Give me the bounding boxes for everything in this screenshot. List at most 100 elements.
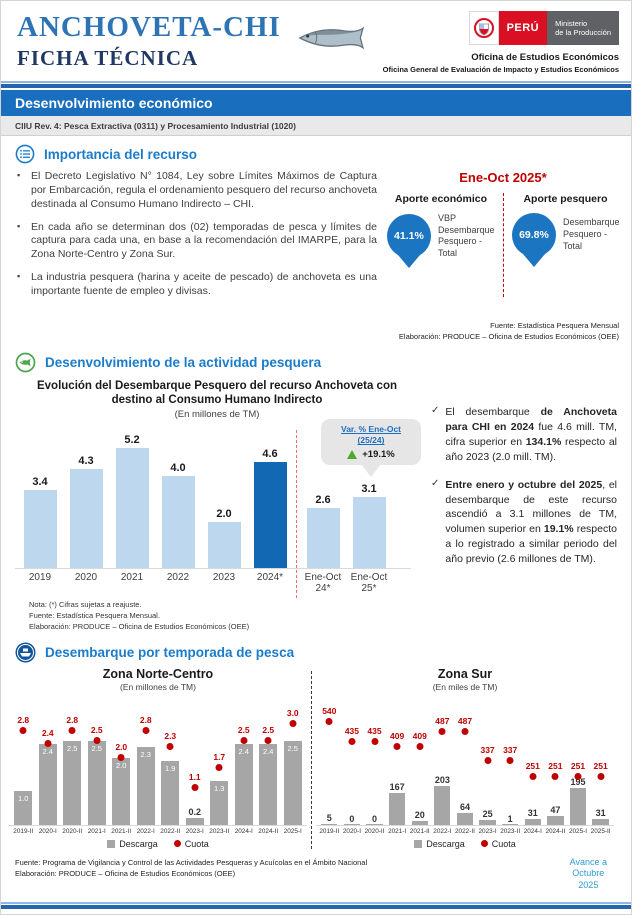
descarga-value-label: 25 — [482, 808, 493, 819]
variation-label-line2: (25/24) — [357, 435, 385, 446]
season-column: 195 251 — [567, 698, 590, 825]
zona-norte-centro-categories: 2019-II 2020-I 2020-II 2021-I 2021-II 2022-I 2… — [9, 828, 307, 835]
cuota-value-label: 251 — [593, 760, 608, 771]
cuota-value-label: 2.5 — [90, 724, 103, 735]
season-column: 0.2 1.1 — [183, 698, 208, 825]
cuota-dot — [68, 726, 76, 734]
cuota-value-label: 337 — [480, 744, 495, 755]
cuota-dot — [484, 756, 492, 764]
zona-norte-centro-plot: 1.0 2.8 2.4 2.4 2.5 2.8 2.5 2.5 2.0 2.0 2.3 2.8 1.9 2… — [9, 698, 307, 826]
cuota-value-label: 2.8 — [17, 714, 30, 725]
bar-column: 2.6 Ene-Oct 24* — [300, 426, 346, 598]
category-label: 2025-I — [568, 827, 588, 835]
descarga-value-label: 1.9 — [165, 763, 176, 773]
descarga-value-label: 1 — [507, 813, 513, 824]
aporte-economico-pin: 41.1% — [386, 214, 431, 259]
zona-norte-centro-subtitle: (En millones de TM) — [120, 681, 196, 692]
cuota-dot — [264, 736, 272, 744]
cuota-dot — [348, 737, 356, 745]
season-column: 1.9 2.3 — [158, 698, 183, 825]
section-temporada-header: Desembarque por temporada de pesca — [15, 642, 631, 663]
list-icon — [15, 144, 35, 164]
cuota-value-label: 487 — [457, 715, 473, 726]
cuota-value-label: 2.4 — [41, 727, 54, 738]
bar-value-label: 5.2 — [124, 433, 140, 446]
cuota-value-label: 2.5 — [262, 724, 275, 735]
category-label: 2021 — [120, 571, 144, 583]
cuota-dot — [142, 726, 150, 734]
descarga-bar — [136, 746, 155, 825]
importancia-content: El Decreto Legislativo N° 1084, Ley sobr… — [1, 168, 631, 344]
season-column: 2.4 2.5 — [256, 698, 281, 825]
seasonal-charts: Zona Norte-Centro (En millones de TM) 1.… — [1, 667, 631, 849]
category-label: 2025-I — [283, 827, 302, 835]
zona-sur-title: Zona Sur — [437, 666, 493, 681]
category-label: 2021-II — [111, 827, 132, 835]
anchovy-fish-illustration — [296, 21, 374, 60]
descarga-value-label: 47 — [550, 804, 561, 815]
bar — [23, 489, 57, 569]
legend: Descarga Cuota — [9, 839, 307, 849]
bar-value-label: 3.4 — [32, 475, 48, 488]
aporte-columns: Aporte económico 41.1% VBP Desembarque P… — [386, 193, 620, 297]
bar — [69, 468, 103, 569]
cuota-dot — [529, 772, 537, 780]
cuota-dot — [240, 736, 248, 744]
category-label: Ene-Oct 25* — [350, 571, 388, 595]
category-label: 2022-I — [433, 827, 452, 835]
descarga-value-label: 1.0 — [18, 793, 29, 803]
check-icon: ✓ — [431, 405, 440, 416]
descarga-bar — [411, 820, 428, 825]
zona-sur-categories: 2019-II 2020-I 2020-II 2021-I 2021-II 2022-I 2… — [316, 828, 614, 835]
season-column: 64 487 — [454, 698, 477, 825]
category-label: 2020-I — [38, 827, 57, 835]
descarga-bar — [456, 812, 474, 825]
cuota-legend-label: Cuota — [184, 838, 209, 849]
descarga-legend-swatch — [107, 839, 116, 848]
header-titles: ANCHOVETA-CHI FICHA TÉCNICA — [17, 11, 281, 81]
season-column: 167 409 — [386, 698, 409, 825]
zona-norte-centro-title: Zona Norte-Centro — [102, 666, 214, 681]
descarga-value-label: 64 — [459, 801, 470, 812]
cuota-value-label: 2.8 — [139, 714, 152, 725]
bar-column: 4.6 2024* — [247, 426, 293, 598]
descarga-value-label: 195 — [570, 776, 586, 787]
zone-divider — [311, 670, 312, 849]
check-icon: ✓ — [431, 477, 440, 489]
descarga-value-label: 203 — [434, 774, 450, 785]
bullet-item: El Decreto Legislativo N° 1084, Ley sobr… — [15, 170, 377, 212]
bar-value-label: 4.6 — [262, 447, 278, 460]
season-column: 203 487 — [431, 698, 454, 825]
avance-note: Avance a Octubre 2025 — [569, 856, 607, 891]
up-triangle-icon — [347, 449, 358, 459]
coat-of-arms-icon — [468, 11, 499, 45]
category-label: 2021-I — [87, 827, 106, 835]
aporte-panel: Ene-Oct 2025* Aporte económico 41.1% VBP… — [377, 170, 620, 345]
bar-value-label: 3.1 — [361, 482, 377, 495]
descarga-legend-label: Descarga — [119, 838, 158, 849]
variation-annotation: Var. % Ene-Oct (25/24) +19.1% — [321, 419, 421, 465]
cuota-dot — [574, 772, 582, 780]
season-column: 1 337 — [499, 698, 522, 825]
cuota-dot — [117, 753, 125, 761]
aporte-pesquero-pin: 69.8% — [511, 213, 556, 257]
cuota-value-label: 251 — [548, 760, 563, 771]
category-label: 2020-II — [62, 827, 83, 835]
bar-column: 4.0 2022 — [155, 426, 201, 598]
zona-sur-plot: 5 540 0 435 0 435 167 409 20 409 203 487 64 487 25 337 1… — [316, 698, 614, 826]
boat-icon — [15, 642, 36, 663]
panel-source: Fuente: Estadística Pesquera Mensual Ela… — [387, 320, 619, 345]
category-label: 2021-II — [409, 827, 430, 835]
bullet-item: En cada año se determinan dos (02) tempo… — [15, 221, 377, 263]
cuota-dot — [393, 742, 401, 750]
cuota-value-label: 2.0 — [115, 741, 128, 752]
cuota-value-label: 540 — [322, 705, 337, 716]
season-column: 2.5 3.0 — [281, 698, 306, 825]
actividad-content: Evolución del Desembarque Pesquero del r… — [1, 377, 631, 598]
descarga-bar — [234, 743, 253, 825]
note-line: Fuente: Estadística Pesquera Mensual. — [29, 610, 160, 620]
descarga-bar — [161, 760, 180, 825]
cuota-dot — [166, 742, 174, 750]
cuota-dot — [215, 763, 223, 771]
season-column: 2.5 2.5 — [85, 698, 110, 825]
